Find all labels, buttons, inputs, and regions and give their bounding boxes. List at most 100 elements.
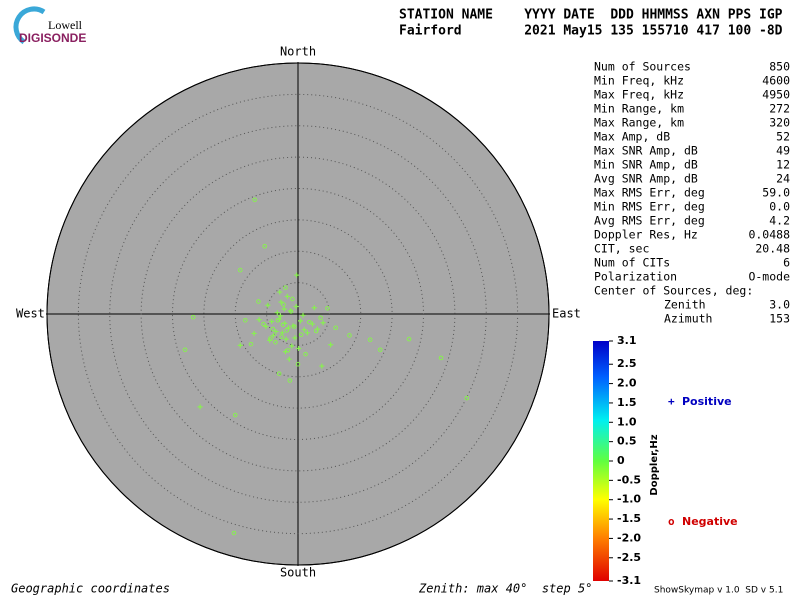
center-value: 153 <box>769 312 790 326</box>
header-values: Fairford 2021 May15 135 155710 417 100 -… <box>399 24 783 39</box>
source-negative <box>290 296 295 302</box>
stat-value: O-mode <box>748 270 790 284</box>
zenith-ring <box>77 93 519 535</box>
source-positive <box>309 321 315 327</box>
source-negative <box>298 332 304 338</box>
stat-label: Doppler Res, Hz <box>594 228 698 242</box>
source-positive <box>271 332 277 338</box>
source-positive <box>281 306 287 312</box>
stat-label: Max SNR Amp, dB <box>594 144 698 158</box>
stat-label: Min SNR Amp, dB <box>594 158 698 172</box>
stat-value: 49 <box>776 144 790 158</box>
source-positive <box>251 330 257 336</box>
colorbar-tick-label: 2.5 <box>617 357 637 370</box>
source-negative <box>347 333 352 338</box>
stat-value: 12 <box>776 158 790 172</box>
colorbar-tick-label: -2.5 <box>617 551 641 564</box>
source-positive <box>320 320 326 326</box>
stat-value: 52 <box>776 130 790 144</box>
stat-value: 0.0 <box>769 200 790 214</box>
source-negative <box>270 326 276 332</box>
zenith-note: Zenith: max 40° step 5° <box>418 582 592 596</box>
source-positive <box>269 319 275 325</box>
stat-label: Min RMS Err, deg <box>594 200 705 214</box>
west-label: West <box>16 307 45 321</box>
source-negative <box>275 317 281 323</box>
source-positive <box>237 342 243 348</box>
source-negative <box>406 336 412 342</box>
source-negative <box>318 315 323 321</box>
stat-label: Max Range, km <box>594 116 684 130</box>
source-positive <box>292 335 298 341</box>
source-negative <box>273 339 278 345</box>
stat-label: Avg SNR Amp, dB <box>594 172 698 186</box>
source-positive <box>274 310 280 316</box>
source-negative <box>287 378 293 383</box>
stat-label: Min Range, km <box>594 102 684 116</box>
source-negative <box>281 302 286 307</box>
version: ShowSkymap v 1.0 SD v 5.1 <box>654 586 783 596</box>
stat-label: Num of CITs <box>594 256 670 270</box>
colorbar-tick-label: -1.0 <box>617 493 641 506</box>
source-negative <box>268 336 273 341</box>
header-columns: STATION NAME YYYY DATE DDD HHMMSS AXN PP… <box>399 8 783 23</box>
colorbar-tick-label: -0.5 <box>617 473 641 486</box>
colorbar-tick-label: 0 <box>617 454 625 467</box>
colorbar-tick-label: 2.0 <box>617 377 637 390</box>
source-negative <box>333 325 338 331</box>
source-positive <box>283 336 289 342</box>
stat-value: 20.48 <box>755 242 790 256</box>
colorbar-tick-label: 1.5 <box>617 396 637 409</box>
source-negative <box>288 309 294 314</box>
colorbar-tick-label: -2.0 <box>617 531 641 544</box>
stat-value: 272 <box>769 102 790 116</box>
legend-marker: + <box>668 395 675 408</box>
source-positive <box>298 318 304 324</box>
source-negative <box>284 328 290 333</box>
coordinates-note: Geographic coordinates <box>11 582 170 596</box>
source-negative <box>242 317 248 323</box>
stat-label: Max Freq, kHz <box>594 88 684 102</box>
source-positive <box>273 329 279 335</box>
stat-label: Avg RMS Err, deg <box>594 214 705 228</box>
zenith-ring <box>203 219 393 409</box>
source-negative <box>313 328 319 334</box>
source-positive <box>197 404 203 410</box>
source-negative <box>464 395 470 401</box>
source-positive <box>289 343 295 349</box>
source-negative <box>237 267 243 273</box>
source-positive <box>263 324 269 330</box>
colorbar-tick-label: -1.5 <box>617 512 641 525</box>
stat-value: 59.0 <box>762 186 790 200</box>
stat-value: 6 <box>783 256 790 270</box>
stat-value: 850 <box>769 60 790 74</box>
source-positive <box>265 302 271 308</box>
source-negative <box>280 322 286 327</box>
stat-label: Polarization <box>594 270 677 284</box>
stat-value: 24 <box>776 172 790 186</box>
source-negative <box>303 351 308 357</box>
source-negative <box>256 299 261 304</box>
source-positive <box>311 305 317 311</box>
colorbar-tick-label: 3.1 <box>617 334 637 347</box>
source-positive <box>319 363 325 369</box>
logo-bottom: DIGISONDE <box>19 31 86 45</box>
legend-label: Positive <box>682 395 732 408</box>
stat-label: Min Freq, kHz <box>594 74 684 88</box>
stat-value: 0.0488 <box>748 228 790 242</box>
colorbar-title: Doppler,Hz <box>649 434 660 495</box>
source-positive <box>293 303 299 309</box>
center-label: Azimuth <box>664 312 712 326</box>
source-negative <box>279 334 284 339</box>
source-negative <box>377 347 383 353</box>
zenith-ring <box>46 62 550 566</box>
source-positive <box>256 317 262 323</box>
colorbar <box>593 341 609 581</box>
stat-label: Max RMS Err, deg <box>594 186 705 200</box>
source-negative <box>261 321 266 327</box>
source-positive <box>304 330 310 336</box>
stat-label: Num of Sources <box>594 60 691 74</box>
source-negative <box>438 355 444 361</box>
source-negative <box>276 371 282 376</box>
source-positive <box>294 272 300 278</box>
